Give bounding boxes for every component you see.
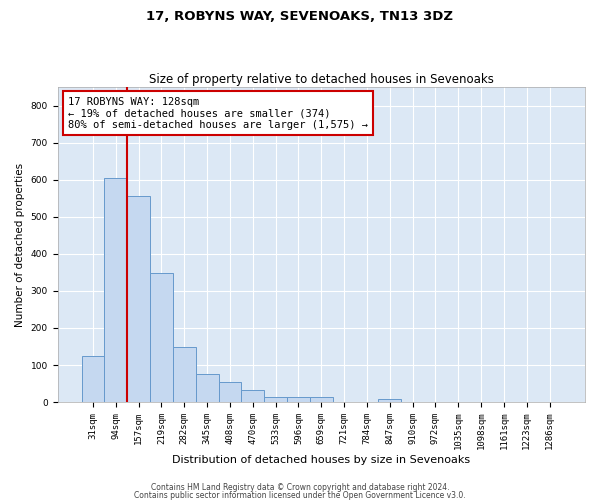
Text: 17, ROBYNS WAY, SEVENOAKS, TN13 3DZ: 17, ROBYNS WAY, SEVENOAKS, TN13 3DZ: [146, 10, 454, 23]
Bar: [241, 390, 264, 402]
Bar: [82, 356, 104, 402]
Bar: [218, 382, 241, 402]
Bar: [173, 348, 196, 402]
Text: Contains HM Land Registry data © Crown copyright and database right 2024.: Contains HM Land Registry data © Crown c…: [151, 484, 449, 492]
Bar: [127, 196, 150, 402]
Bar: [310, 398, 332, 402]
Bar: [264, 396, 287, 402]
Bar: [196, 374, 218, 402]
Bar: [379, 399, 401, 402]
Text: Contains public sector information licensed under the Open Government Licence v3: Contains public sector information licen…: [134, 490, 466, 500]
Title: Size of property relative to detached houses in Sevenoaks: Size of property relative to detached ho…: [149, 73, 494, 86]
Text: 17 ROBYNS WAY: 128sqm
← 19% of detached houses are smaller (374)
80% of semi-det: 17 ROBYNS WAY: 128sqm ← 19% of detached …: [68, 96, 368, 130]
Bar: [104, 178, 127, 402]
Bar: [150, 273, 173, 402]
Bar: [287, 398, 310, 402]
Y-axis label: Number of detached properties: Number of detached properties: [15, 162, 25, 326]
X-axis label: Distribution of detached houses by size in Sevenoaks: Distribution of detached houses by size …: [172, 455, 470, 465]
